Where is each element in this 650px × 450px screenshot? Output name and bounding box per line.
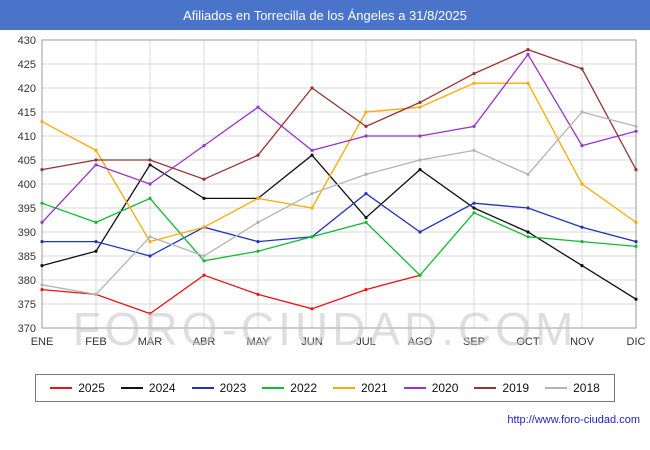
legend-label-2019: 2019 <box>502 381 530 395</box>
y-tick-label: 410 <box>18 131 36 143</box>
legend-item-2021: 2021 <box>333 381 388 395</box>
legend-swatch-2021 <box>333 387 355 389</box>
x-tick-label: ABR <box>193 336 216 348</box>
legend-label-2022: 2022 <box>290 381 317 395</box>
y-tick-label: 375 <box>18 299 36 311</box>
x-tick-label: MAR <box>138 336 163 348</box>
chart-legend: 2025 2024 2023 2022 2021 2020 2019 2018 <box>35 374 615 402</box>
y-tick-label: 390 <box>18 227 36 239</box>
legend-label-2024: 2024 <box>148 381 176 395</box>
legend-item-2019: 2019 <box>474 381 529 395</box>
chart-title: Afiliados en Torrecilla de los Ángeles a… <box>183 7 467 23</box>
series-line-2022 <box>41 197 637 277</box>
chart-area: 370 375 380 385 390 395 400 405 410 415 420 425 430 E… <box>0 30 650 362</box>
y-tick-label: 405 <box>18 155 36 167</box>
y-tick-label: 380 <box>18 275 36 287</box>
x-tick-label: DIC <box>627 336 646 348</box>
legend-item-2018: 2018 <box>545 381 600 395</box>
y-tick-label: 400 <box>18 179 36 191</box>
series-line-2020 <box>41 53 637 223</box>
x-tick-label: SEP <box>463 336 485 348</box>
legend-label-2018: 2018 <box>573 381 600 395</box>
y-tick-label: 430 <box>18 35 36 47</box>
series-line-2021 <box>41 82 637 243</box>
y-tick-label: 415 <box>18 107 36 119</box>
legend-swatch-2020 <box>403 387 426 389</box>
legend-swatch-2023 <box>191 387 214 389</box>
legend-item-2024: 2024 <box>120 381 176 395</box>
x-tick-label: JUN <box>301 336 322 348</box>
series-line-2023 <box>42 192 637 257</box>
title-bar: Afiliados en Torrecilla de los Ángeles a… <box>0 0 650 30</box>
series-line-2019 <box>41 48 637 180</box>
legend-swatch-2025 <box>50 387 73 389</box>
x-tick-label: MAY <box>246 336 270 348</box>
y-tick-label: 385 <box>18 251 36 263</box>
legend-item-2020: 2020 <box>403 381 459 395</box>
y-tick-label: 420 <box>18 83 36 95</box>
plot-frame <box>41 39 637 329</box>
legend-label-2021: 2021 <box>361 381 388 395</box>
x-tick-label: JUL <box>356 336 376 348</box>
legend-label-2023: 2023 <box>219 381 247 395</box>
legend-swatch-2022 <box>262 387 285 389</box>
y-tick-label: 395 <box>18 203 36 215</box>
x-tick-label: ENE <box>31 336 54 348</box>
x-tick-label: OCT <box>516 336 540 348</box>
legend-item-2023: 2023 <box>191 381 247 395</box>
legend-swatch-2018 <box>545 387 568 389</box>
legend-swatch-2024 <box>120 387 143 389</box>
line-chart: 370 375 380 385 390 395 400 405 410 415 420 425 430 E… <box>18 35 646 348</box>
x-tick-label: NOV <box>570 336 595 348</box>
y-tick-label: 370 <box>18 323 36 335</box>
legend-label-2020: 2020 <box>431 381 459 395</box>
x-tick-label: FEB <box>85 336 106 348</box>
series-line-2025 <box>41 274 421 315</box>
legend-item-2025: 2025 <box>50 381 105 395</box>
y-tick-label: 425 <box>18 59 36 71</box>
series-line-2018 <box>41 111 637 296</box>
x-tick-label: AGO <box>408 336 433 348</box>
legend-label-2025: 2025 <box>78 381 105 395</box>
footer-url[interactable]: http://www.foro-ciudad.com <box>507 414 640 426</box>
legend-item-2022: 2022 <box>262 381 317 395</box>
legend-swatch-2019 <box>474 387 497 389</box>
